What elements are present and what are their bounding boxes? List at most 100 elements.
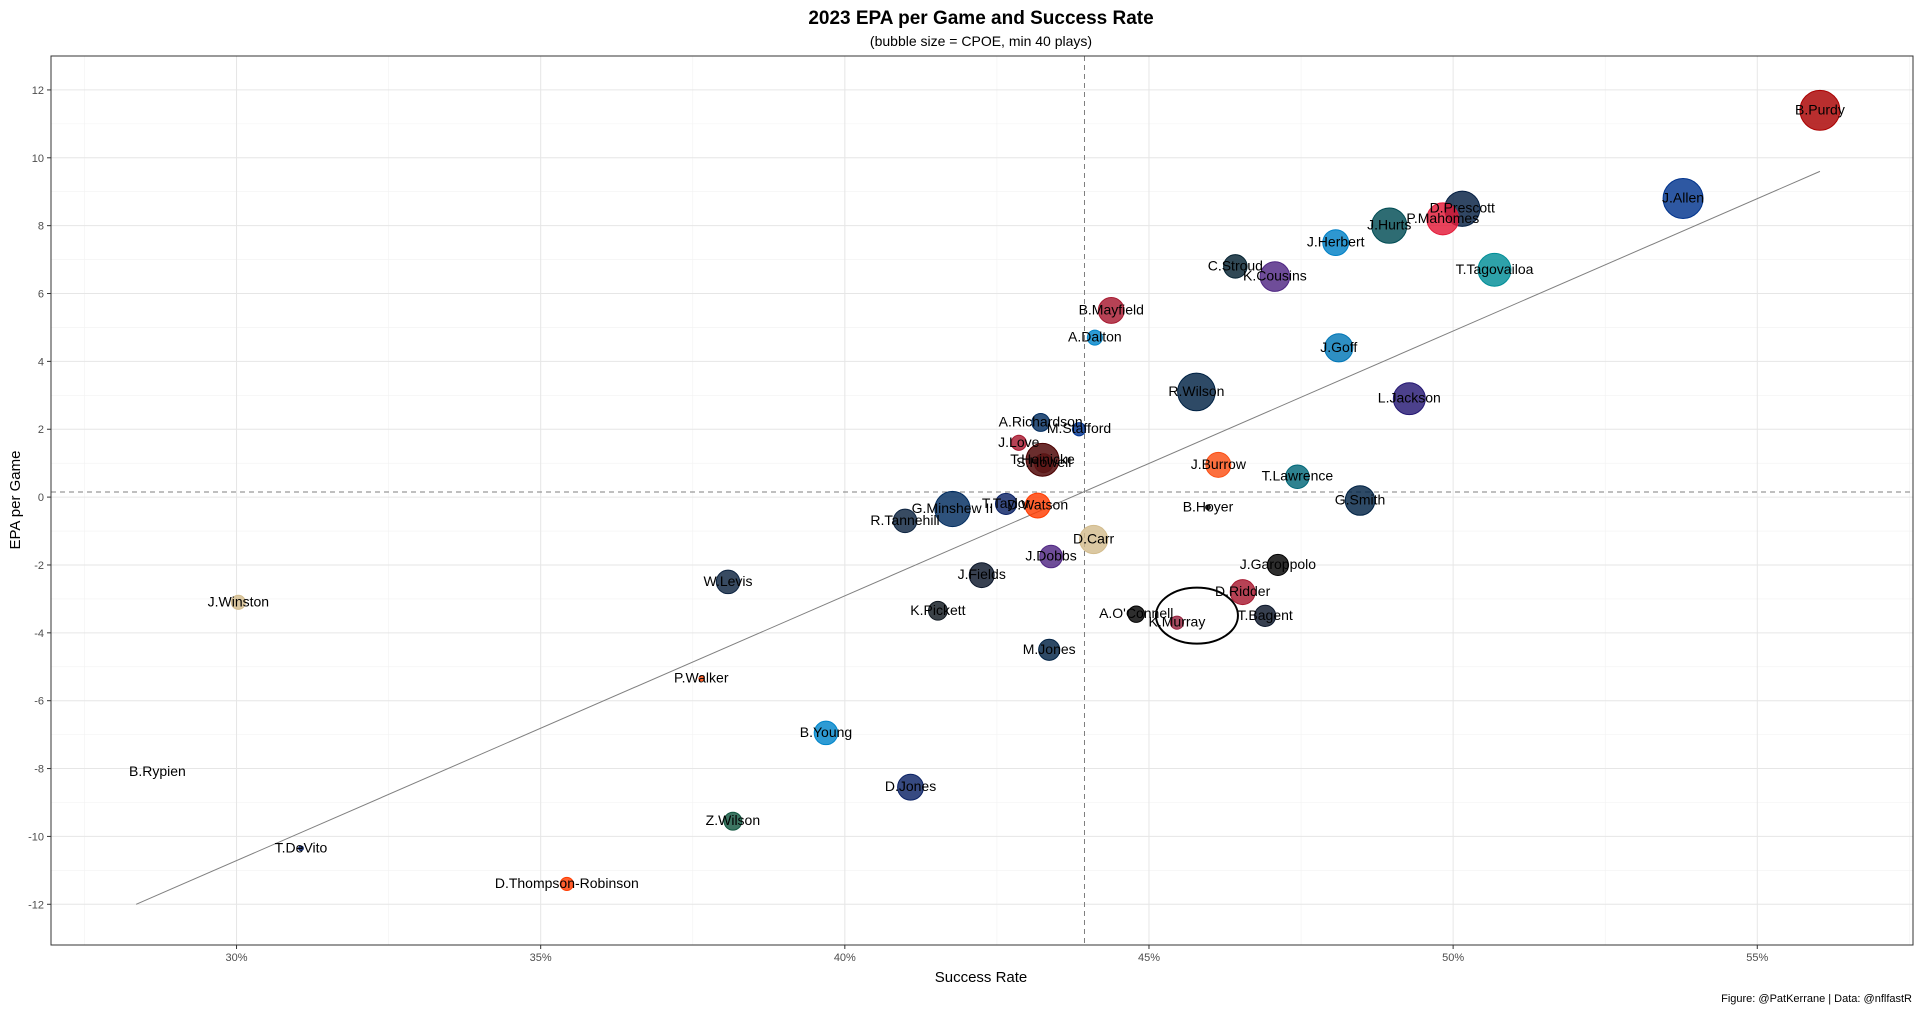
chart-subtitle: (bubble size = CPOE, min 40 plays) — [870, 33, 1092, 49]
point-label: J.Goff — [1320, 339, 1357, 355]
chart-caption: Figure: @PatKerrane | Data: @nflfastR — [1721, 993, 1912, 1005]
point-label: C.Stroud — [1208, 257, 1263, 273]
data-point — [1477, 252, 1512, 287]
data-point — [1038, 638, 1061, 661]
data-point — [897, 773, 924, 801]
data-point — [1324, 333, 1354, 363]
data-point — [1039, 544, 1063, 569]
data-point — [723, 811, 743, 831]
data-point — [1033, 453, 1054, 474]
y-tick-label: -6 — [34, 696, 44, 708]
data-point — [1010, 434, 1027, 451]
data-point — [1024, 492, 1051, 519]
y-tick-label: -10 — [28, 831, 44, 843]
data-point — [927, 600, 948, 621]
point-label: P.Walker — [674, 670, 729, 686]
data-point — [1662, 178, 1704, 219]
x-tick-label: 50% — [1442, 952, 1464, 964]
x-tick-label: 35% — [530, 952, 552, 964]
point-label: J.Dobbs — [1025, 547, 1076, 563]
point-label: B.Hoyer — [1183, 498, 1234, 514]
data-point — [892, 508, 918, 534]
data-point — [1127, 605, 1145, 623]
data-point — [1426, 202, 1460, 236]
data-point — [1322, 229, 1350, 257]
highlight-ellipse — [1154, 586, 1239, 645]
point-label: G.Smith — [1335, 492, 1386, 508]
point-label: J.Burrow — [1191, 456, 1247, 472]
point-label: D.Prescott — [1430, 200, 1495, 216]
data-point — [934, 490, 971, 528]
point-label: B.Purdy — [1795, 101, 1845, 117]
y-tick-label: 10 — [32, 153, 44, 165]
point-label: B.Mayfield — [1079, 301, 1144, 317]
y-tick-label: 2 — [38, 424, 44, 436]
x-tick-label: 40% — [834, 952, 856, 964]
y-tick-label: 6 — [38, 289, 44, 301]
point-label: R.Wilson — [1168, 383, 1224, 399]
data-point — [1086, 329, 1103, 346]
point-label: J.Love — [998, 434, 1039, 450]
point-label: A.O'Connell — [1099, 605, 1173, 621]
point-label: J.Winston — [208, 593, 269, 609]
point-label: G.Minshew II — [912, 500, 994, 516]
x-axis-title: Success Rate — [935, 969, 1028, 986]
point-label: M.Stafford — [1047, 420, 1111, 436]
x-tick-label: 30% — [226, 952, 248, 964]
data-point — [968, 562, 995, 589]
data-point — [1169, 615, 1185, 630]
data-point — [1229, 579, 1256, 606]
point-label: J.Hurts — [1367, 217, 1411, 233]
x-tick-label: 55% — [1746, 952, 1768, 964]
data-point — [298, 845, 304, 852]
y-tick-label: -2 — [34, 560, 44, 572]
point-label: D.Watson — [1007, 497, 1068, 513]
data-point — [1392, 382, 1426, 416]
data-point — [994, 492, 1018, 515]
point-label: P.Mahomes — [1406, 210, 1479, 226]
data-point — [1285, 464, 1310, 489]
point-label: R.Tannehill — [870, 512, 939, 528]
point-labels-layer: B.Purdy J.Allen D.PrescottP.MahomesJ.Hurts… — [129, 101, 1845, 891]
data-point — [230, 594, 246, 610]
point-label: K.Cousins — [1243, 268, 1307, 284]
data-point — [1205, 504, 1211, 511]
y-axis-title: EPA per Game — [7, 451, 24, 550]
bubbles-layer — [230, 89, 1841, 892]
y-tick-label: -12 — [28, 899, 44, 911]
y-tick-label: -4 — [34, 628, 44, 640]
trend-line — [135, 170, 1821, 905]
data-point — [715, 569, 741, 595]
data-point — [1344, 485, 1376, 516]
point-label: K.Pickett — [910, 602, 965, 618]
point-label: A.Richardson — [999, 413, 1083, 429]
data-point — [1254, 604, 1277, 627]
point-label: D.Ridder — [1215, 583, 1271, 599]
point-label: S.Howell — [1016, 454, 1071, 470]
data-point — [1177, 372, 1216, 412]
point-label: T.Tagovailoa — [1456, 261, 1534, 277]
point-label: T.Heinicke — [1010, 451, 1075, 467]
data-point — [698, 675, 705, 682]
point-label: L.Jackson — [1378, 390, 1441, 406]
point-label: Z.Wilson — [706, 812, 760, 828]
point-label: B.Rypien — [129, 763, 186, 779]
point-label: J.Allen — [1662, 190, 1704, 206]
point-label: T.Taylor — [982, 495, 1031, 511]
point-label: T.Lawrence — [1262, 468, 1334, 484]
data-point — [1071, 422, 1087, 437]
point-label: M.Jones — [1023, 641, 1076, 657]
point-label: J.Herbert — [1307, 234, 1365, 250]
data-point — [813, 720, 839, 746]
y-tick-label: -8 — [34, 764, 44, 776]
panel-background — [51, 56, 1913, 945]
plot-area: B.Purdy J.Allen D.PrescottP.MahomesJ.Hurts… — [28, 55, 1914, 964]
point-label: B.Young — [800, 724, 852, 740]
y-tick-label: 12 — [32, 85, 44, 97]
data-point — [1259, 261, 1291, 292]
point-label: T.Bagent — [1238, 607, 1293, 623]
point-label: J.Fields — [958, 566, 1006, 582]
data-point — [1079, 524, 1109, 555]
